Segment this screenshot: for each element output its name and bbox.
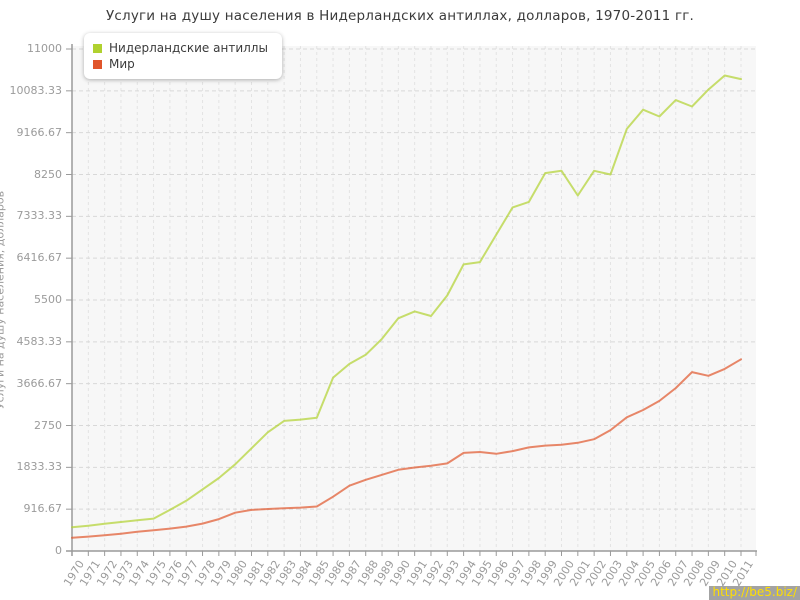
y-tick-label: 1833.33	[16, 460, 63, 474]
series-line-world	[71, 358, 742, 539]
y-tick-label: 6416.67	[16, 251, 63, 265]
series-line-antilles	[71, 74, 742, 529]
y-tick-label: 10083.33	[9, 83, 63, 97]
chart-legend: Нидерландские антиллы Мир	[84, 33, 282, 79]
y-tick-label: 0	[55, 544, 62, 557]
watermark-link[interactable]: http://be5.biz/	[709, 586, 800, 600]
y-tick-label: 5500	[34, 293, 62, 306]
legend-label-antilles: Нидерландские антиллы	[109, 41, 268, 55]
y-tick-label: 8250	[34, 167, 62, 181]
plot-background	[72, 46, 756, 551]
y-tick-label: 3666.67	[16, 376, 63, 390]
y-tick-label: 4583.33	[16, 334, 63, 348]
antilles-swatch-icon	[93, 43, 102, 53]
legend-item-world[interactable]: Мир	[93, 57, 268, 71]
legend-item-antilles[interactable]: Нидерландские антиллы	[93, 41, 268, 55]
y-tick-label: 916.67	[23, 502, 63, 516]
y-tick-label: 7333.33	[16, 209, 63, 223]
y-tick-label: 11000	[27, 42, 62, 55]
chart-title: Услуги на душу населения в Нидерландских…	[105, 8, 695, 24]
legend-label-world: Мир	[109, 57, 135, 71]
world-swatch-icon	[93, 59, 102, 69]
y-tick-label: 9166.67	[16, 125, 63, 139]
y-tick-label: 2750	[34, 418, 62, 432]
